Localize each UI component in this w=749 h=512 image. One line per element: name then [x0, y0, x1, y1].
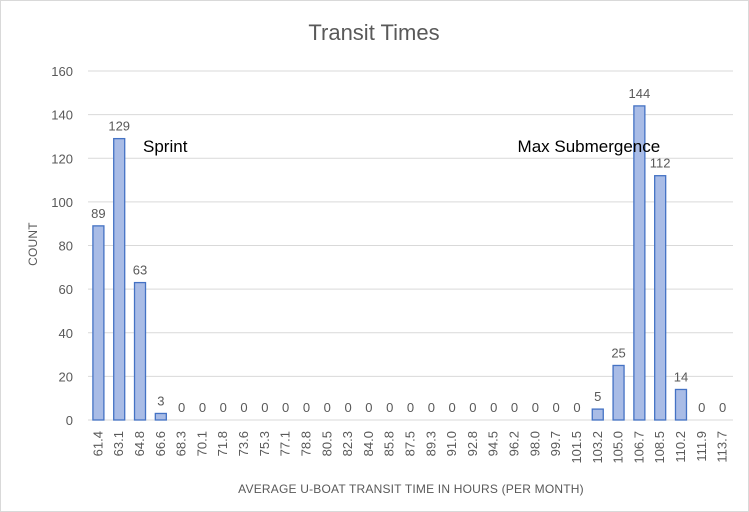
data-label: 129 — [108, 119, 130, 134]
data-label: 0 — [532, 400, 539, 415]
chart-title: Transit Times — [308, 20, 439, 45]
x-tick-label: 96.2 — [507, 431, 522, 456]
x-tick-label: 63.1 — [111, 431, 126, 456]
y-axis-ticks: 0 20 40 60 80 100 120 140 160 — [51, 64, 73, 428]
x-tick-label: 70.1 — [194, 431, 209, 456]
y-axis-title: COUNT — [26, 222, 40, 266]
data-label: 0 — [240, 400, 247, 415]
x-tick-label: 106.7 — [631, 431, 646, 464]
data-label: 5 — [594, 389, 601, 404]
data-label: 0 — [303, 400, 310, 415]
x-tick-label: 108.5 — [652, 431, 667, 464]
data-label: 0 — [407, 400, 414, 415]
data-label: 0 — [490, 400, 497, 415]
y-tick-label: 80 — [59, 239, 73, 254]
x-tick-label: 91.0 — [444, 431, 459, 456]
x-tick-label: 68.3 — [174, 431, 189, 456]
x-tick-label: 82.3 — [340, 431, 355, 456]
data-label: 0 — [344, 400, 351, 415]
bars — [92, 105, 688, 421]
data-label: 0 — [386, 400, 393, 415]
x-tick-label: 85.8 — [382, 431, 397, 456]
x-tick-label: 111.9 — [694, 431, 709, 462]
data-label: 0 — [719, 400, 726, 415]
x-tick-label: 105.0 — [611, 431, 626, 464]
data-label: 14 — [674, 369, 688, 384]
x-tick-label: 94.5 — [486, 431, 501, 456]
x-tick-label: 92.8 — [465, 431, 480, 456]
data-label: 0 — [261, 400, 268, 415]
data-label: 25 — [611, 345, 625, 360]
y-tick-label: 20 — [59, 369, 73, 384]
data-label: 0 — [469, 400, 476, 415]
x-tick-label: 75.3 — [257, 431, 272, 456]
data-label: 112 — [650, 156, 671, 171]
y-tick-label: 100 — [51, 195, 73, 210]
bar — [674, 388, 688, 421]
bar — [654, 175, 667, 421]
x-tick-label: 113.7 — [715, 431, 730, 463]
x-tick-label: 84.0 — [361, 431, 376, 456]
y-tick-label: 160 — [51, 64, 73, 79]
bar — [92, 225, 105, 421]
x-tick-label: 73.6 — [236, 431, 251, 456]
bar — [113, 137, 126, 421]
data-label: 144 — [629, 86, 651, 101]
x-tick-label: 80.5 — [319, 431, 334, 456]
x-tick-label: 78.8 — [298, 431, 313, 456]
y-tick-label: 60 — [59, 282, 73, 297]
annotation-label: Max Submergence — [518, 137, 661, 156]
data-label: 0 — [553, 400, 560, 415]
data-label: 0 — [178, 400, 185, 415]
x-tick-label: 101.5 — [569, 431, 584, 464]
bar — [612, 364, 625, 421]
x-axis-ticks: 61.4 63.1 64.8 66.6 68.3 70.1 71.8 73.6 75.3 77.1… — [90, 431, 729, 464]
data-label: 0 — [448, 400, 455, 415]
bar — [591, 408, 604, 421]
x-tick-label: 99.7 — [548, 431, 563, 456]
data-label: 0 — [324, 400, 331, 415]
x-tick-label: 61.4 — [90, 431, 105, 456]
data-label: 0 — [573, 400, 580, 415]
y-tick-label: 120 — [51, 151, 73, 166]
annotation-label: Sprint — [143, 137, 188, 156]
x-tick-label: 89.3 — [423, 431, 438, 456]
data-label: 0 — [220, 400, 227, 415]
data-label: 0 — [698, 400, 705, 415]
data-label: 0 — [365, 400, 372, 415]
annotations: Sprint Max Submergence — [143, 137, 660, 156]
x-tick-label: 71.8 — [215, 431, 230, 456]
x-tick-label: 103.2 — [590, 431, 605, 464]
bar — [154, 412, 167, 421]
y-tick-label: 0 — [66, 413, 73, 428]
data-label: 0 — [282, 400, 289, 415]
data-label: 0 — [199, 400, 206, 415]
x-tick-label: 77.1 — [278, 431, 293, 456]
data-label: 0 — [511, 400, 518, 415]
x-axis-title: AVERAGE U-BOAT TRANSIT TIME IN HOURS (PE… — [238, 482, 584, 496]
x-tick-label: 98.0 — [527, 431, 542, 456]
data-label: 3 — [157, 393, 164, 408]
bar — [633, 105, 646, 421]
bar — [133, 281, 147, 421]
data-label: 0 — [428, 400, 435, 415]
data-label: 89 — [91, 206, 105, 221]
y-tick-label: 140 — [51, 108, 73, 123]
x-tick-label: 87.5 — [403, 431, 418, 456]
gridlines — [88, 70, 733, 421]
y-tick-label: 40 — [59, 326, 73, 341]
data-label: 63 — [133, 263, 147, 278]
x-tick-label: 66.6 — [153, 431, 168, 456]
x-tick-label: 110.2 — [673, 431, 688, 463]
x-tick-label: 64.8 — [132, 431, 147, 456]
